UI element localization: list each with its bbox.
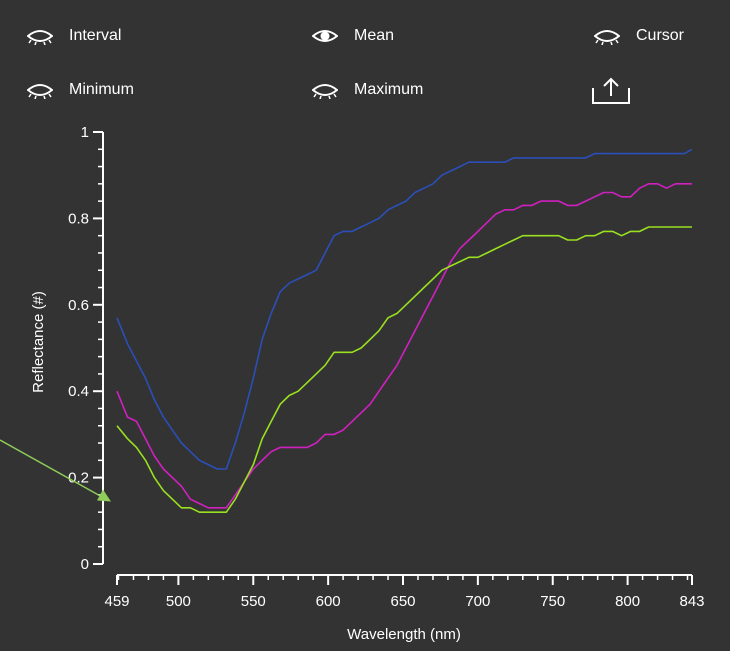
x-tick-label: 650: [390, 593, 415, 610]
x-tick-label: 459: [104, 593, 129, 610]
y-tick-label: 0.2: [68, 470, 89, 487]
eye-closed-icon: [594, 30, 620, 45]
toggle-cursor[interactable]: Cursor: [594, 27, 684, 45]
eye-open-icon: [312, 30, 338, 42]
toggle-minimum[interactable]: Minimum: [27, 81, 134, 99]
x-tick-label: 600: [316, 593, 341, 610]
bottom-strip: [0, 651, 730, 653]
toggle-interval-label: Interval: [69, 27, 122, 44]
export-button[interactable]: [591, 76, 631, 106]
annotation-arrow-line: [0, 439, 104, 499]
y-tick-label: 0: [81, 556, 89, 573]
toggle-mean-label: Mean: [354, 27, 395, 44]
series-line-3: [116, 226, 692, 514]
series-line-2: [116, 183, 692, 509]
toggle-mean[interactable]: Mean: [312, 27, 394, 45]
toggle-cursor-label: Cursor: [636, 27, 685, 44]
toggle-minimum-label: Minimum: [69, 81, 134, 98]
axes: 0 0.2 0.4 0.6 0.8 1 459 500 550 600 650 700 750 800 84…: [68, 124, 704, 610]
eye-closed-icon: [27, 30, 53, 45]
x-tick-label: 550: [241, 593, 266, 610]
toggle-interval[interactable]: Interval: [27, 27, 121, 45]
x-tick-label: 843: [679, 593, 704, 610]
y-tick-label: 0.6: [68, 297, 89, 314]
eye-closed-icon: [312, 84, 338, 99]
annotation-arrow-head: [97, 489, 111, 502]
x-tick-label: 800: [615, 593, 640, 610]
eye-closed-icon: [27, 84, 53, 99]
series-line-1: [116, 148, 693, 470]
y-tick-label: 1: [81, 124, 89, 141]
y-tick-label: 0.8: [68, 210, 89, 227]
annotation-layer: [0, 439, 111, 502]
x-tick-label: 700: [465, 593, 490, 610]
y-axis-label: Reflectance (#): [30, 291, 47, 393]
toggle-maximum[interactable]: Maximum: [312, 81, 423, 99]
series-layer: [116, 148, 693, 514]
toggle-maximum-label: Maximum: [354, 81, 424, 98]
x-axis-label: Wavelength (nm): [347, 626, 461, 643]
y-tick-label: 0.4: [68, 383, 89, 400]
reflectance-chart: 0 0.2 0.4 0.6 0.8 1 459 500 550 600 650 700 750 800 84…: [0, 124, 705, 643]
share-upload-icon: [592, 77, 630, 104]
x-tick-label: 750: [540, 593, 565, 610]
x-tick-label: 500: [166, 593, 191, 610]
